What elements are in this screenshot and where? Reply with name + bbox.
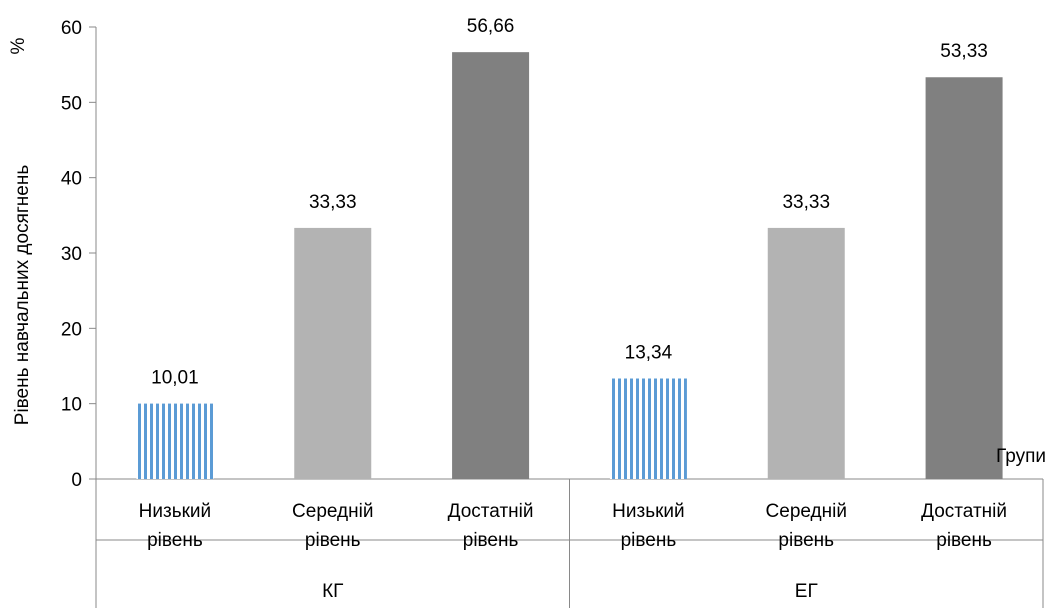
group-label: КГ <box>322 581 343 602</box>
category-label: рівень <box>778 530 834 551</box>
data-label: 13,34 <box>625 343 673 364</box>
x-axis-title: Групи <box>996 446 1046 467</box>
category-label: рівень <box>305 530 361 551</box>
category-label: Низький <box>139 501 211 522</box>
category-label: рівень <box>147 530 203 551</box>
bar <box>609 378 687 479</box>
y-axis-title: Рівень навчальних досягнень <box>12 165 33 426</box>
y-tick-label: 10 <box>61 395 82 416</box>
axes <box>89 26 1044 608</box>
category-label: Достатній <box>921 501 1007 522</box>
bars <box>136 52 1003 480</box>
data-label: 56,66 <box>467 16 515 37</box>
y-tick-label: 60 <box>61 18 82 39</box>
group-label: ЕГ <box>795 581 818 602</box>
data-label: 33,33 <box>782 192 830 213</box>
data-label: 10,01 <box>151 368 199 389</box>
category-label: рівень <box>621 530 677 551</box>
y-tick-label: 30 <box>61 244 82 265</box>
data-label: 53,33 <box>940 41 988 62</box>
bar <box>925 77 1003 480</box>
y-tick-label: 20 <box>61 319 82 340</box>
category-label: Середній <box>292 501 373 522</box>
labels: 0 10 20 30 40 50 60 10,01 Низький рівень 33,33 Сере… <box>61 16 1007 602</box>
y-tick-label: 40 <box>61 169 82 190</box>
category-label: рівень <box>463 530 519 551</box>
category-label: Низький <box>612 501 684 522</box>
bar <box>452 52 530 479</box>
y-tick-label: 50 <box>61 93 82 114</box>
category-label: рівень <box>936 530 992 551</box>
category-label: Середній <box>766 501 847 522</box>
bar <box>136 403 214 479</box>
bar <box>294 227 372 479</box>
category-label: Достатній <box>448 501 534 522</box>
y-axis-unit: % <box>8 37 29 54</box>
bar <box>767 227 845 479</box>
y-tick-label: 0 <box>71 470 82 491</box>
data-label: 33,33 <box>309 192 357 213</box>
